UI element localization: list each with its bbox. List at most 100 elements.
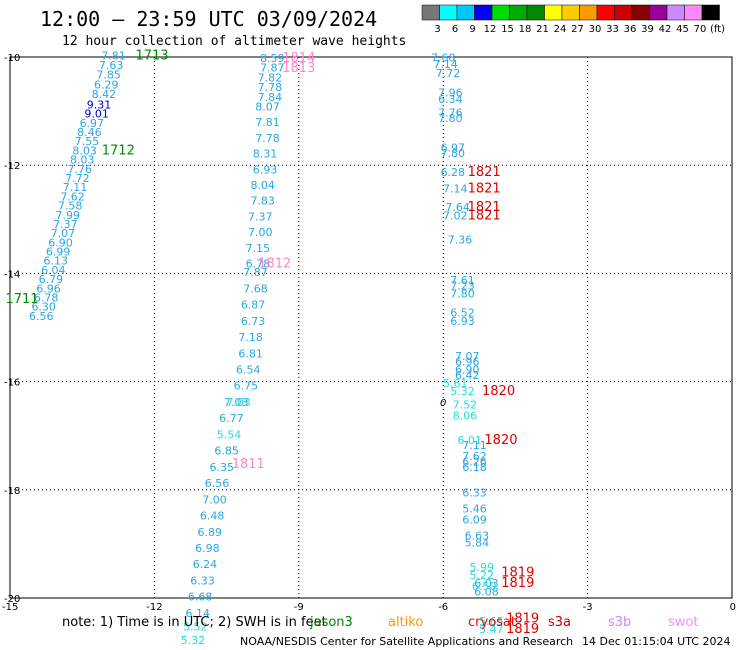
wave-height-value: 7.96 bbox=[438, 86, 463, 99]
footer-note: note: 1) Time is in UTC; 2) SWH is in fe… bbox=[62, 615, 327, 630]
wave-height-value: 6.78 bbox=[246, 257, 271, 270]
satellite-legend: jason3 altiko cryosat s3a s3b swot bbox=[309, 615, 698, 630]
colorbar-label: 27 bbox=[571, 24, 584, 35]
wave-height-value: 6.98 bbox=[195, 542, 220, 555]
pass-label: 1713 bbox=[135, 49, 168, 64]
wave-height-value: 7.85 bbox=[96, 69, 121, 82]
wave-height-value: 7.00 bbox=[202, 493, 227, 506]
wave-height-value: 6.99 bbox=[46, 246, 71, 259]
wave-height-value: 7.14 bbox=[443, 182, 468, 195]
wave-height-value: 7.02 bbox=[443, 209, 468, 222]
wave-height-value: 6.54 bbox=[236, 363, 261, 376]
wave-height-value: 6.01 bbox=[457, 434, 482, 447]
y-tick-label: -10 bbox=[4, 53, 20, 64]
wave-height-value: 6.77 bbox=[219, 412, 244, 425]
wave-height-value: 6.14 bbox=[185, 607, 210, 620]
pass-label: 1819 bbox=[501, 576, 534, 591]
wave-height-value: 6.08 bbox=[474, 585, 499, 598]
wave-height-value: 7.63 bbox=[99, 59, 124, 72]
x-tick-label: -15 bbox=[2, 602, 18, 613]
wave-height-value: 6.29 bbox=[94, 78, 119, 91]
colorbar-label: 6 bbox=[452, 24, 458, 35]
pass-label: 1711 bbox=[5, 292, 38, 307]
pass-annotations: 1713171217111814181318121811182118211821… bbox=[5, 49, 539, 637]
wave-height-value: 6.79 bbox=[39, 273, 64, 286]
satellite-legend-item: cryosat bbox=[468, 615, 516, 630]
colorbar-swatch bbox=[666, 4, 685, 21]
wave-height-value: 6.81 bbox=[238, 347, 263, 360]
wave-height-value: 7.52 bbox=[453, 399, 478, 412]
wave-height-value: 7.68 bbox=[431, 51, 456, 64]
wave-height-value: 9.01 bbox=[84, 108, 109, 121]
wave-height-value: 5.65 bbox=[479, 615, 504, 628]
wave-height-value: 7.07 bbox=[51, 227, 76, 240]
wave-height-value: 6.33 bbox=[462, 486, 487, 499]
wave-height-value: 8.06 bbox=[453, 409, 478, 422]
colorbar-swatch bbox=[456, 4, 475, 21]
wave-height-value: 6.96 bbox=[455, 355, 480, 368]
wave-height-value: 6.89 bbox=[198, 526, 223, 539]
color-legend: 3 6 9 12 15 18 21 24 27 30 33 36 39 42 45 70 (ft) bbox=[421, 4, 725, 35]
footer-credit: NOAA/NESDIS Center for Satellite Applica… bbox=[240, 635, 573, 648]
wave-height-value: 7.37 bbox=[53, 218, 78, 231]
wave-height-value: 6.90 bbox=[455, 363, 480, 376]
pass-label: 1712 bbox=[102, 143, 135, 158]
colorbar-label: 30 bbox=[589, 24, 602, 35]
wave-height-value: 6.56 bbox=[29, 310, 54, 323]
wave-height-value: 6.48 bbox=[200, 510, 225, 523]
wave-height-value: 7.18 bbox=[238, 331, 263, 344]
wave-height-value: 7.03 bbox=[226, 396, 251, 409]
wave-height-value: 6.97 bbox=[80, 117, 105, 130]
colorbar-label: 36 bbox=[624, 24, 637, 35]
wave-height-value: 6.68 bbox=[188, 591, 213, 604]
wave-height-value: 6.96 bbox=[36, 282, 61, 295]
colorbar-label: 42 bbox=[659, 24, 672, 35]
pass-label: 1813 bbox=[282, 61, 315, 76]
wave-height-value: 5.32 bbox=[450, 385, 475, 398]
colorbar-swatch bbox=[526, 4, 545, 21]
wave-height-value: 7.80 bbox=[441, 147, 466, 160]
colorbar-label: 21 bbox=[536, 24, 549, 35]
wave-height-value: 6.13 bbox=[43, 255, 68, 268]
colorbar-swatch bbox=[421, 4, 440, 21]
wave-height-value: 7.81 bbox=[255, 116, 280, 129]
footer-timestamp: 14 Dec 01:15:04 UTC 2024 bbox=[582, 635, 730, 648]
pass-label: 1819 bbox=[501, 565, 534, 580]
wave-height-value: 7.84 bbox=[258, 91, 283, 104]
wave-height-value: 6.90 bbox=[48, 236, 73, 249]
satellite-legend-item: swot bbox=[668, 615, 698, 630]
wave-height-value: 7.87 bbox=[260, 62, 285, 75]
colorbar-label: 33 bbox=[606, 24, 619, 35]
colorbar-swatch bbox=[596, 4, 615, 21]
colorbar-swatch bbox=[579, 4, 598, 21]
wave-height-value: 7.83 bbox=[250, 195, 275, 208]
colorbar-swatch bbox=[631, 4, 650, 21]
wave-height-value: 6.75 bbox=[234, 380, 259, 393]
wave-height-value: 7.78 bbox=[258, 81, 283, 94]
wave-height-value: 7.80 bbox=[438, 112, 463, 125]
wave-height-value: 8.04 bbox=[250, 179, 275, 192]
wave-height-value: 8.59 bbox=[260, 52, 285, 65]
grid-lines bbox=[10, 57, 732, 598]
x-tick-label: 0 bbox=[730, 602, 736, 613]
wave-height-value: 7.07 bbox=[455, 350, 480, 363]
wave-height-value: 5.61 bbox=[443, 377, 468, 390]
wave-height-value: 5.32 bbox=[181, 634, 206, 647]
wave-height-value: 6.34 bbox=[438, 93, 463, 106]
wave-height-value: 7.00 bbox=[248, 226, 273, 239]
pass-label: 1821 bbox=[468, 200, 501, 215]
wave-height-value: 6.50 bbox=[472, 580, 497, 593]
pass-label: 1821 bbox=[468, 165, 501, 180]
colorbar-label: 15 bbox=[501, 24, 514, 35]
pass-label: 1812 bbox=[258, 256, 291, 271]
contour-label: 0 bbox=[440, 398, 446, 409]
pass-label: 1821 bbox=[468, 208, 501, 223]
wave-height-value: 8.46 bbox=[77, 126, 102, 139]
wave-height-value: 7.76 bbox=[438, 107, 463, 120]
chart-subtitle: 12 hour collection of altimeter wave hei… bbox=[62, 34, 406, 49]
wave-height-value: 5.52 bbox=[183, 620, 208, 633]
wave-height-value: 6.30 bbox=[31, 301, 56, 314]
colorbar-swatch bbox=[439, 4, 458, 21]
wave-height-value: 6.28 bbox=[441, 166, 466, 179]
